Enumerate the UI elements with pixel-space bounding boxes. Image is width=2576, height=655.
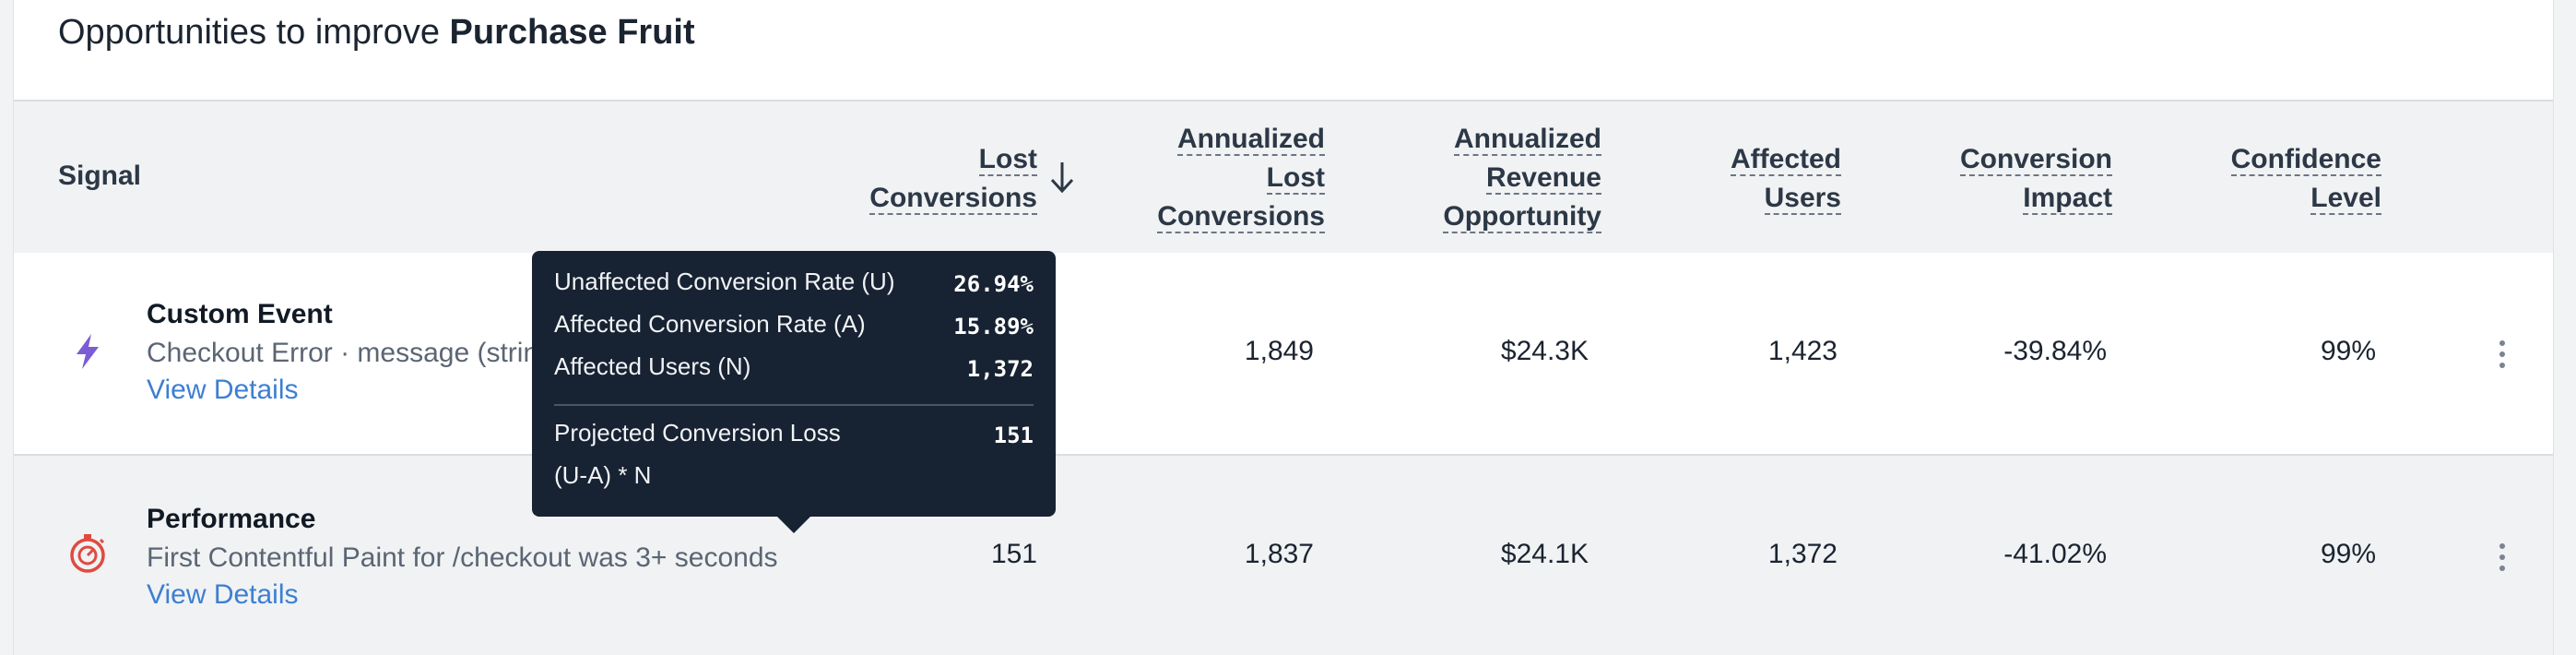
table-row[interactable]: Custom Event Checkout Error · message (s…	[14, 253, 2553, 456]
tooltip-divider	[554, 404, 1034, 406]
column-header-annualized-lost-conversions[interactable]: Annualized Lost Conversions	[1157, 124, 1325, 233]
signal-description: Checkout Error · message (strin	[147, 338, 539, 368]
signal-type: Custom Event	[147, 299, 333, 329]
conversion-impact-cell: -41.02%	[2003, 539, 2107, 569]
tooltip-label: Affected Conversion Rate (A)	[554, 310, 866, 338]
column-header-signal: Signal	[58, 161, 142, 191]
view-details-link[interactable]: View Details	[147, 579, 299, 610]
tooltip-result-label: Projected Conversion Loss	[554, 419, 841, 447]
title-target: Purchase Fruit	[449, 13, 695, 52]
column-header-conversion-impact[interactable]: Conversion Impact	[1959, 144, 2112, 215]
column-header-confidence-level[interactable]: Confidence Level	[2230, 144, 2381, 215]
annualized-revenue-cell: $24.3K	[1500, 336, 1589, 366]
signal-description: First Contentful Paint for /checkout was…	[147, 542, 778, 573]
column-header-lost-conversions[interactable]: Lost Conversions	[869, 144, 1037, 215]
title-prefix: Opportunities to improve	[58, 13, 440, 52]
lost-conversions-cell[interactable]: 151	[990, 539, 1037, 569]
sort-descending-icon[interactable]	[1048, 159, 1076, 196]
signal-type: Performance	[147, 504, 316, 534]
affected-users-cell: 1,423	[1767, 336, 1837, 366]
conversion-loss-tooltip: Unaffected Conversion Rate (U) 26.94% Af…	[532, 251, 1056, 533]
more-options-icon[interactable]	[2488, 336, 2516, 373]
tooltip-result-value: 151	[993, 423, 1034, 448]
tooltip-formula: (U-A) * N	[554, 461, 652, 489]
annualized-lost-conversions-cell: 1,849	[1244, 336, 1314, 366]
more-options-icon[interactable]	[2488, 539, 2516, 576]
tooltip-value: 1,372	[966, 356, 1034, 382]
lightning-bolt-icon	[77, 334, 99, 369]
conversion-impact-cell: -39.84%	[2003, 336, 2107, 366]
annualized-lost-conversions-cell: 1,837	[1244, 539, 1314, 569]
tooltip-value: 15.89%	[953, 314, 1034, 339]
stopwatch-icon	[70, 534, 105, 573]
tooltip-label: Affected Users (N)	[554, 352, 751, 380]
view-details-link[interactable]: View Details	[147, 375, 299, 405]
confidence-level-cell: 99%	[2320, 539, 2376, 569]
table-header: Signal Lost Conversions Annualized Lost …	[14, 100, 2553, 255]
confidence-level-cell: 99%	[2320, 336, 2376, 366]
tooltip-value: 26.94%	[953, 271, 1034, 297]
column-header-affected-users[interactable]: Affected Users	[1730, 144, 1841, 215]
opportunities-card: Opportunities to improve Purchase Fruit …	[13, 0, 2554, 655]
column-header-annualized-revenue-opportunity[interactable]: Annualized Revenue Opportunity	[1443, 124, 1601, 233]
table-row[interactable]: Performance First Contentful Paint for /…	[14, 456, 2553, 655]
page-title: Opportunities to improve Purchase Fruit	[58, 13, 695, 53]
tooltip-label: Unaffected Conversion Rate (U)	[554, 268, 895, 295]
affected-users-cell: 1,372	[1767, 539, 1837, 569]
annualized-revenue-cell: $24.1K	[1500, 539, 1589, 569]
